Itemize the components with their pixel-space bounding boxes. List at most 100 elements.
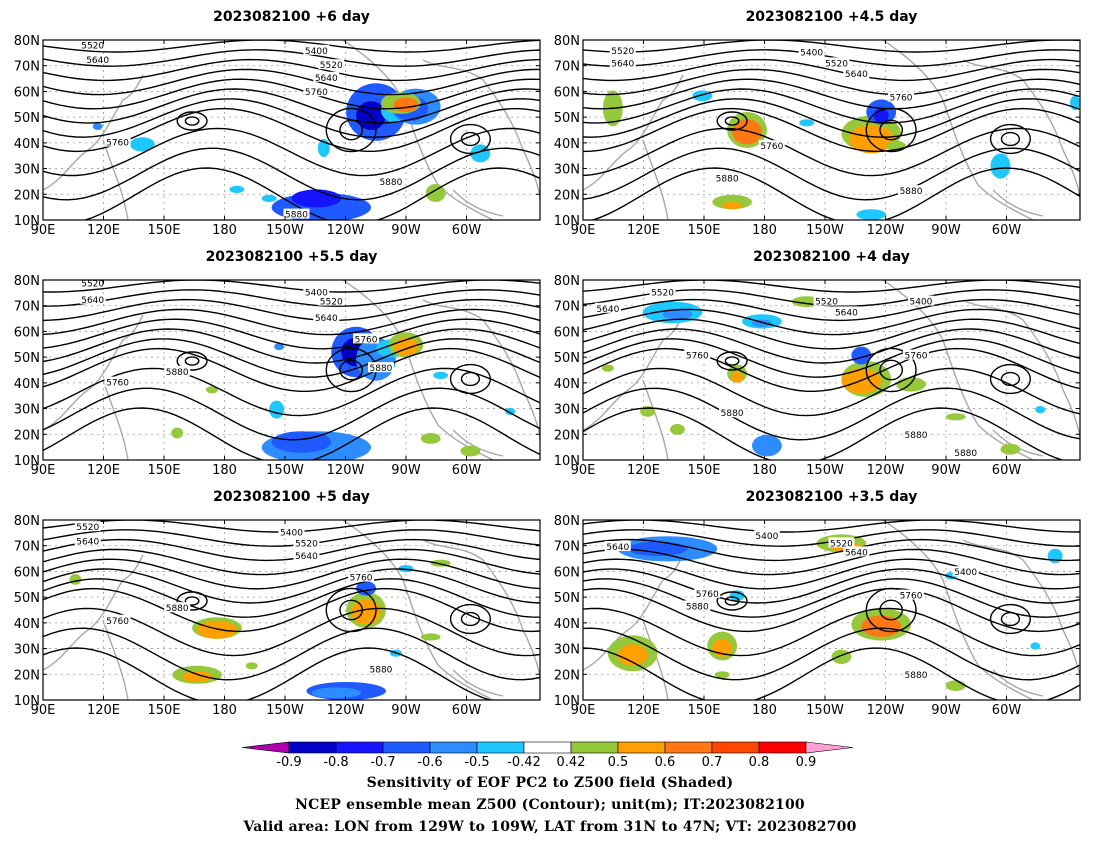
contour-label-bg	[283, 208, 310, 219]
lat-label: 70N	[554, 60, 580, 75]
colorbar-tick-label: -0.9	[276, 755, 301, 770]
colorbar-segment	[523, 741, 572, 754]
contour-label: 5640	[81, 296, 104, 306]
colorbar-tick-label: 0.7	[702, 755, 723, 770]
coastline	[342, 520, 494, 700]
z500-closed-contour	[716, 351, 748, 371]
panel-title: 2023082100 +4.5 day	[746, 9, 918, 25]
colorbar-segment	[335, 741, 384, 754]
coastline	[962, 59, 1080, 201]
contour-label-bg	[79, 40, 106, 50]
z500-contour	[583, 367, 1080, 417]
z500-contour	[583, 520, 1080, 533]
z500-contour	[583, 58, 1080, 82]
z500-contour	[43, 578, 540, 618]
contour-label: 5520	[611, 47, 634, 57]
lon-label: 180	[752, 703, 777, 718]
colorbar-segment	[711, 741, 760, 754]
z500-contour	[43, 529, 540, 547]
z500-contour	[583, 78, 1080, 110]
z500-closed-contour	[989, 123, 1032, 155]
z500-closed-contour	[460, 371, 481, 387]
lon-label: 60W	[452, 463, 482, 478]
z500-closed-contour	[1000, 131, 1021, 147]
lon-label: 150E	[687, 463, 720, 478]
lon-label: 90W	[391, 703, 421, 718]
z500-contour	[583, 40, 1080, 53]
sensitivity-shade	[990, 153, 1011, 179]
caption-contour: NCEP ensemble mean Z500 (Contour); unit(…	[295, 797, 805, 813]
sensitivity-shade	[1000, 443, 1021, 455]
lat-label: 30N	[554, 643, 580, 658]
lat-label: 20N	[14, 428, 40, 443]
contour-label-bg	[164, 602, 191, 613]
panel-title: 2023082100 +5 day	[213, 489, 370, 505]
sensitivity-shade	[291, 189, 342, 208]
contour-label-bg	[367, 663, 394, 674]
contour-label-bg	[843, 68, 870, 79]
lat-label: 40N	[554, 617, 580, 632]
lat-label: 10N	[14, 214, 40, 229]
z500-contour	[590, 167, 1080, 220]
contour-label-bg	[753, 530, 780, 541]
lon-label: 90W	[391, 463, 421, 478]
colorbar-segment	[617, 741, 666, 754]
lat-label: 50N	[14, 351, 40, 366]
contour-label-bg	[907, 295, 934, 306]
z500-contour	[43, 407, 540, 460]
z500-contour	[583, 387, 1080, 441]
lon-label: 150E	[687, 703, 720, 718]
contour-label-bg	[348, 571, 375, 582]
z500-contour	[583, 68, 1080, 96]
lon-label: 120E	[627, 463, 660, 478]
contour-label: 5760	[355, 335, 378, 345]
z500-contour	[583, 587, 1080, 633]
contour-label-bg	[902, 349, 929, 360]
z500-contour	[43, 98, 540, 138]
z500-contour	[43, 627, 540, 681]
contour-label: 5640	[596, 305, 619, 315]
contour-label: 5640	[86, 56, 109, 66]
sensitivity-shade	[92, 122, 103, 130]
lon-label: 60W	[992, 703, 1022, 718]
contour-label: 5640	[845, 548, 868, 558]
lat-label: 80N	[14, 514, 40, 529]
z500-closed-contour	[460, 611, 481, 627]
z500-contour	[43, 88, 540, 124]
coastline	[452, 669, 504, 697]
lon-label: 150E	[147, 223, 180, 238]
colorbar-segment	[758, 741, 807, 754]
contour-label: 5520	[825, 59, 848, 69]
contour-label-bg	[367, 362, 394, 373]
z500-closed-contour	[325, 587, 377, 633]
contour-label-bg	[898, 185, 925, 196]
sensitivity-shade	[1030, 642, 1041, 650]
contour-label-bg	[318, 59, 345, 70]
contour-label-bg	[594, 302, 621, 313]
contour-label: 5520	[81, 41, 104, 51]
sensitivity-shade	[729, 590, 745, 601]
lat-label: 60N	[14, 85, 40, 100]
z500-contour	[43, 68, 540, 96]
z500-contour	[583, 98, 1080, 138]
contour-label: 5880	[905, 671, 928, 681]
lat-label: 80N	[554, 514, 580, 529]
contour-label: 5880	[721, 409, 744, 419]
contour-label-bg	[902, 668, 929, 679]
contour-label-bg	[758, 140, 785, 151]
sensitivity-shade	[129, 137, 155, 152]
z500-contour	[583, 328, 1080, 364]
contour-label-bg	[823, 57, 850, 68]
contour-label: 5400	[910, 298, 933, 308]
z500-contour	[43, 328, 540, 364]
panel-title: 2023082100 +5.5 day	[206, 249, 378, 265]
sensitivity-shade	[197, 620, 237, 639]
lon-label: 90E	[571, 463, 596, 478]
sensitivity-shade	[732, 119, 762, 145]
coastline	[962, 299, 1080, 441]
lon-label: 90E	[571, 703, 596, 718]
colorbar-tick-label: -0.42	[507, 755, 541, 770]
